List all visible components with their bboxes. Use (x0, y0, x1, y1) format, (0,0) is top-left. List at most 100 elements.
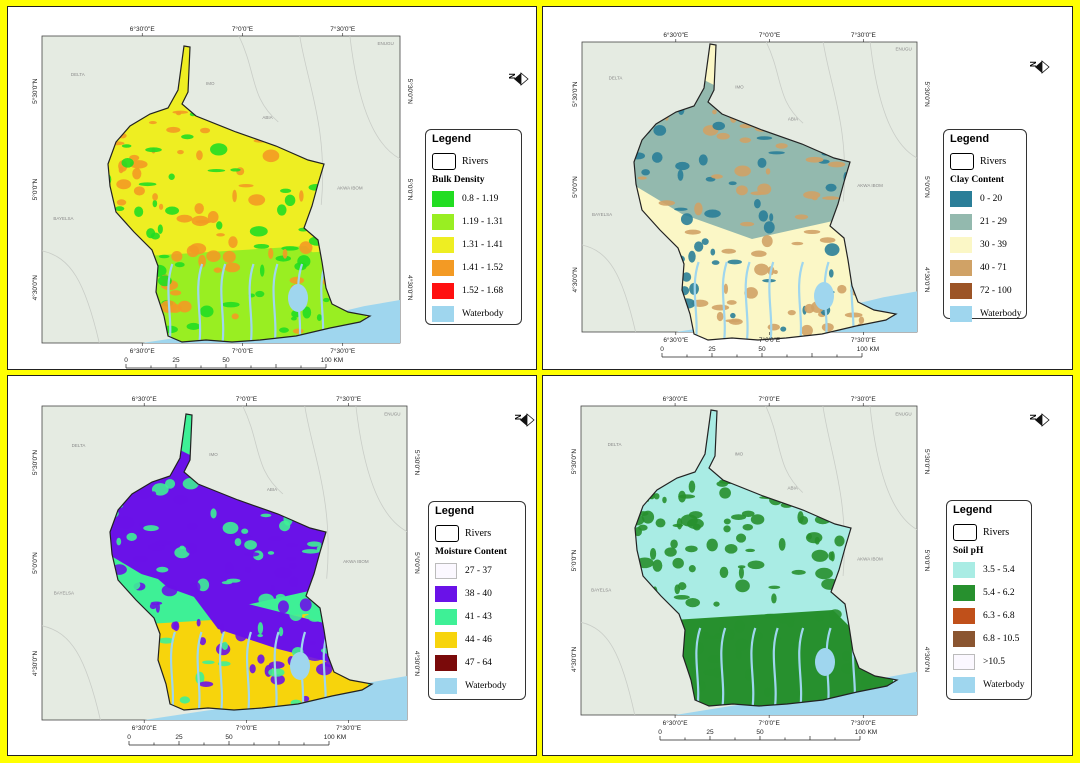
legend-swatch (950, 236, 972, 253)
rivers-label: Rivers (980, 155, 1007, 167)
legend-class-label: 27 - 37 (465, 565, 492, 576)
place-name-abia: ABIA (267, 487, 277, 492)
right-tick-label: 5°30'0"N (413, 450, 421, 476)
scale-label: 100 KM (855, 729, 877, 736)
rivers-symbol (953, 523, 977, 541)
legend-class-label: 6.8 - 10.5 (983, 633, 1020, 644)
legend-class: 1.41 - 1.52 (432, 256, 515, 279)
top-tick-label: 7°0'0"E (232, 25, 254, 33)
top-tick-label: 6°30'0"E (132, 395, 158, 403)
right-tick-label: 5°30'0"N (923, 82, 931, 108)
legend-class-label: 47 - 64 (465, 657, 492, 668)
top-tick-label: 6°30'0"E (663, 395, 689, 403)
legend-class-label: 1.52 - 1.68 (462, 285, 504, 296)
map-panel-soil-ph: DELTA IMO ABIA AKWA IBOM BAYELSA ENUGU 6°30'0"… (542, 375, 1073, 756)
place-name-abia: ABIA (262, 115, 272, 120)
legend-clay-content: Legend Rivers Clay Content 0 - 20 21 - 29 30 … (943, 129, 1027, 322)
north-label: N (514, 414, 523, 420)
legend-class-label: 3.5 - 5.4 (983, 564, 1015, 575)
legend-swatch (432, 259, 454, 276)
scale-label: 100 KM (321, 357, 343, 364)
waterbody-label: Waterbody (983, 679, 1025, 690)
legend-variable-title: Moisture Content (435, 547, 507, 557)
legend-rivers-entry: Rivers (953, 520, 1025, 544)
top-tick-label: 7°30'0"E (851, 395, 877, 403)
sea-waterbody (675, 671, 917, 715)
legend-class-label: 1.31 - 1.41 (462, 239, 504, 250)
river-channel (248, 263, 255, 342)
river-channel (798, 627, 805, 706)
scale-label: 25 (708, 346, 716, 353)
river-channel (197, 263, 204, 342)
legend-class: 38 - 40 (435, 582, 519, 605)
legend-rivers-entry: Rivers (435, 521, 519, 545)
state-boundary (869, 42, 917, 159)
bottom-tick-label: 7°0'0"E (759, 336, 781, 344)
place-name-imo: IMO (735, 451, 744, 456)
legend-class-label: 5.4 - 6.2 (983, 587, 1015, 598)
right-tick-label: 4°30'0"N (406, 275, 414, 301)
right-tick-label: 4°30'0"N (923, 647, 931, 673)
top-tick-label: 7°30'0"E (851, 31, 877, 39)
legend-class-label: 44 - 46 (465, 634, 492, 645)
bottom-tick-label: 7°0'0"E (758, 719, 780, 727)
legend-class-label: >10.5 (983, 656, 1005, 667)
state-outline (109, 413, 374, 711)
river-estuary (815, 648, 835, 676)
place-name-bayelsa: BAYELSA (592, 212, 612, 217)
legend-swatch (435, 562, 457, 579)
legend-class-label: 1.41 - 1.52 (462, 262, 504, 273)
sea-waterbody (144, 676, 407, 720)
river-channel (720, 627, 727, 706)
state-boundary (238, 36, 279, 123)
scale-label: 0 (127, 734, 131, 741)
river-channel (798, 261, 805, 340)
legend-class-label: 40 - 71 (980, 262, 1007, 273)
legend-class: 1.19 - 1.31 (432, 210, 515, 233)
legend-swatch (435, 631, 457, 648)
legend-waterbody-entry: Waterbody (432, 302, 515, 325)
legend-swatch (435, 585, 457, 602)
legend-class-label: 72 - 100 (980, 285, 1012, 296)
waterbody-label: Waterbody (465, 680, 507, 691)
scale-label: 50 (758, 346, 766, 353)
scale-label: 50 (222, 357, 230, 364)
left-tick-label: 4°30'0"N (571, 267, 579, 293)
legend-title: Legend (950, 133, 990, 145)
north-arrow-icon: N (1029, 413, 1050, 427)
state-outline (633, 43, 898, 341)
river-channel (272, 263, 279, 342)
waterbody-label: Waterbody (980, 308, 1022, 319)
place-name-imo: IMO (735, 84, 744, 89)
bottom-tick-label: 7°30'0"E (330, 347, 356, 355)
legend-moisture-content: Legend Rivers Moisture Content 27 - 37 38 - … (428, 501, 526, 700)
river-channel (196, 631, 203, 710)
river-channel (220, 263, 227, 342)
legend-title: Legend (435, 505, 475, 517)
top-tick-label: 6°30'0"E (130, 25, 156, 33)
left-tick-label: 5°0'0"N (31, 178, 39, 200)
legend-class: 6.8 - 10.5 (953, 627, 1025, 650)
bottom-tick-label: 7°0'0"E (232, 347, 254, 355)
place-name-imo: IMO (206, 81, 215, 86)
bottom-tick-label: 7°0'0"E (236, 724, 258, 732)
legend-swatch (435, 654, 457, 671)
legend-class: 44 - 46 (435, 628, 519, 651)
legend-swatch (432, 236, 454, 253)
legend-swatch (432, 190, 454, 207)
legend-class: 5.4 - 6.2 (953, 581, 1025, 604)
place-name-akwa-ibom: AKWA IBOM (857, 183, 883, 188)
map-panel-clay-content: DELTA IMO ABIA AKWA IBOM BAYELSA ENUGU 6°30'0"… (542, 6, 1073, 370)
legend-swatch (953, 653, 975, 670)
legend-class-label: 6.3 - 6.8 (983, 610, 1015, 621)
place-name-bayelsa: BAYELSA (591, 587, 611, 592)
left-tick-label: 5°30'0"N (31, 450, 39, 476)
legend-class-label: 41 - 43 (465, 611, 492, 622)
legend-rivers-entry: Rivers (950, 149, 1020, 173)
scale-label: 50 (756, 729, 764, 736)
legend-swatch (432, 305, 454, 322)
left-tick-label: 5°30'0"N (570, 449, 578, 475)
bottom-tick-label: 7°30'0"E (851, 336, 877, 344)
legend-swatch (953, 584, 975, 601)
rivers-label: Rivers (983, 526, 1010, 538)
